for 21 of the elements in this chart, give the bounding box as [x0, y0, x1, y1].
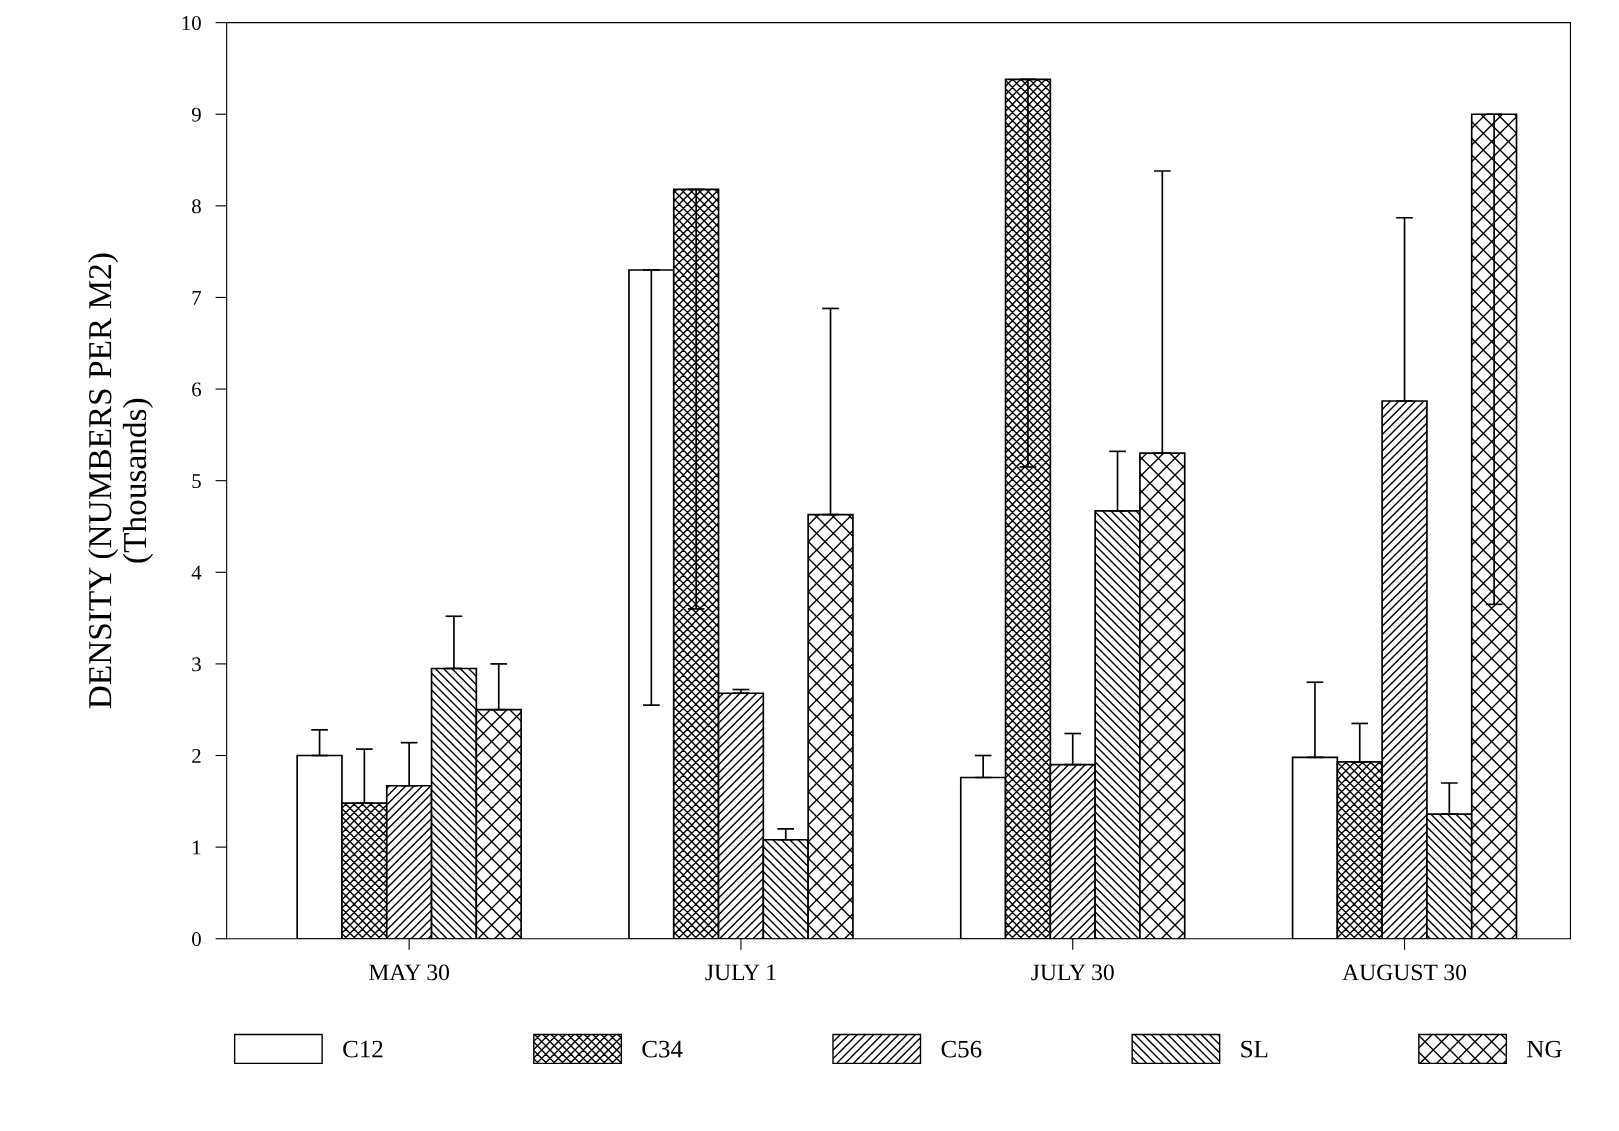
x-tick-label: JULY 30 [1031, 964, 1114, 981]
legend-label: NG [1527, 1040, 1562, 1058]
y-tick-label: 2 [192, 748, 201, 763]
y-axis-title: DENSITY (NUMBERS PER M2) (Thousands) [87, 253, 154, 709]
legend-label: C34 [642, 1040, 683, 1058]
legend-label: SL [1241, 1040, 1268, 1058]
x-tick-label: JULY 1 [705, 964, 776, 981]
y-tick-label: 9 [191, 107, 201, 122]
y-tick-label: 1 [193, 840, 201, 855]
y-tick-label: 0 [192, 932, 201, 947]
y-tick-label: 6 [192, 382, 202, 397]
y-tick-label: 8 [192, 199, 201, 214]
y-tick-label: 3 [192, 657, 201, 672]
x-tick-label: AUGUST 30 [1342, 964, 1467, 981]
y-tick-label: 10 [182, 15, 201, 31]
legend-label: C56 [941, 1040, 982, 1058]
x-tick-label: MAY 30 [369, 964, 450, 981]
y-tick-label: 4 [191, 565, 202, 580]
y-tick-label: 5 [192, 474, 201, 489]
y-tick-label: 7 [192, 291, 202, 305]
legend-label: C12 [343, 1040, 383, 1058]
